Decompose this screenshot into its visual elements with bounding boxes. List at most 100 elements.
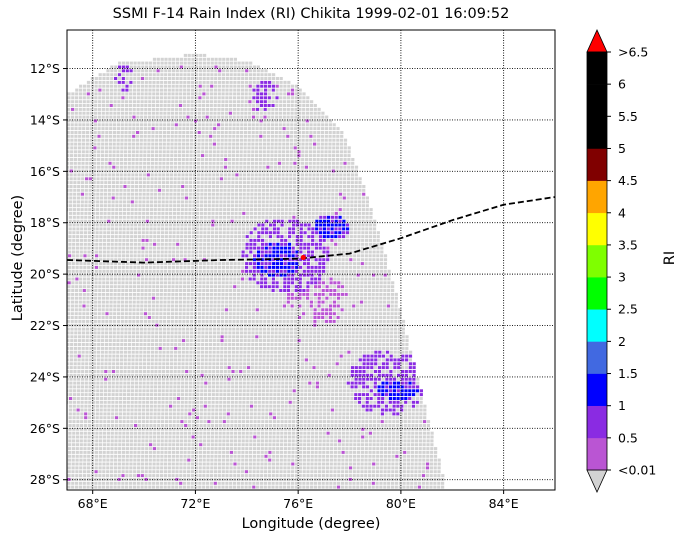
swath-pixel — [135, 158, 139, 161]
swath-pixel — [98, 84, 102, 88]
swath-pixel — [217, 277, 221, 281]
swath-pixel — [128, 142, 132, 146]
swath-pixel — [251, 119, 255, 123]
swath-pixel — [325, 265, 330, 269]
swath-pixel — [116, 158, 120, 161]
swath-pixel — [172, 246, 176, 250]
swath-pixel — [76, 242, 80, 246]
swath-pixel — [152, 88, 156, 92]
swath-pixel — [207, 200, 211, 204]
swath-pixel — [328, 127, 332, 131]
swath-pixel — [243, 131, 248, 134]
swath-pixel — [356, 262, 360, 266]
swath-pixel — [86, 289, 90, 292]
swath-pixel — [144, 69, 149, 73]
swath-pixel — [68, 219, 72, 223]
swath-pixel — [252, 104, 256, 107]
swath-pixel — [346, 181, 351, 185]
swath-pixel — [164, 242, 168, 246]
swath-pixel — [128, 316, 132, 319]
swath-pixel — [320, 146, 324, 150]
swath-pixel — [298, 316, 302, 319]
swath-pixel — [305, 127, 309, 131]
swath-pixel — [317, 107, 321, 111]
swath-pixel — [144, 92, 148, 96]
swath-pixel — [88, 196, 92, 200]
swath-pixel — [68, 242, 72, 246]
swath-pixel — [207, 208, 211, 212]
swath-pixel — [286, 131, 290, 134]
swath-pixel — [190, 281, 194, 285]
swath-pixel — [136, 304, 140, 308]
swath-pixel — [274, 146, 278, 150]
swath-pixel — [321, 277, 325, 281]
swath-pixel — [212, 150, 216, 154]
swath-pixel — [222, 215, 227, 219]
swath-pixel — [257, 208, 261, 212]
swath-pixel — [291, 258, 295, 262]
swath-pixel — [186, 289, 190, 292]
swath-pixel — [154, 188, 158, 192]
swath-pixel — [320, 177, 324, 181]
swath-pixel — [247, 146, 251, 150]
swath-pixel — [250, 192, 254, 196]
swath-pixel — [68, 215, 72, 219]
swath-pixel — [260, 88, 264, 92]
swath-pixel — [394, 292, 398, 296]
swath-pixel — [222, 250, 226, 254]
swath-pixel — [140, 84, 144, 88]
swath-pixel — [225, 69, 229, 73]
swath-pixel — [225, 285, 229, 289]
swath-pixel — [76, 204, 80, 208]
swath-pixel — [350, 192, 354, 196]
swath-pixel — [298, 281, 302, 285]
swath-pixel — [347, 146, 351, 150]
swath-pixel — [82, 131, 86, 134]
swath-pixel — [152, 281, 156, 285]
swath-pixel — [249, 219, 253, 223]
swath-pixel — [72, 238, 76, 242]
swath-pixel — [230, 215, 234, 219]
swath-pixel — [71, 289, 75, 292]
swath-pixel — [81, 161, 85, 165]
swath-pixel — [300, 208, 304, 212]
swath-pixel — [198, 265, 202, 269]
swath-pixel — [119, 169, 123, 173]
swath-pixel — [67, 104, 71, 107]
swath-pixel — [192, 204, 196, 208]
swath-pixel — [208, 177, 212, 181]
swath-pixel — [90, 304, 94, 308]
swath-pixel — [225, 292, 229, 296]
swath-pixel — [182, 142, 186, 146]
swath-pixel — [97, 107, 102, 111]
swath-pixel — [313, 289, 318, 292]
swath-pixel — [256, 254, 260, 258]
swath-pixel — [210, 273, 214, 277]
swath-pixel — [361, 200, 366, 204]
swath-pixel — [141, 262, 145, 266]
swath-pixel — [356, 285, 360, 289]
swath-pixel — [75, 250, 79, 254]
swath-pixel — [179, 250, 183, 254]
swath-pixel — [69, 173, 73, 177]
swath-pixel — [183, 73, 187, 77]
swath-pixel — [125, 292, 129, 296]
swath-pixel — [279, 80, 283, 84]
swath-pixel — [177, 188, 181, 192]
swath-pixel — [217, 289, 221, 292]
swath-pixel — [117, 104, 121, 107]
swath-pixel — [86, 84, 90, 88]
swath-pixel — [180, 211, 184, 215]
swath-pixel — [360, 265, 364, 269]
swath-pixel — [233, 69, 237, 73]
swath-pixel — [122, 238, 126, 242]
swath-pixel — [204, 188, 208, 192]
swath-pixel — [252, 258, 257, 262]
swath-pixel — [233, 265, 237, 269]
swath-pixel — [271, 312, 275, 316]
swath-pixel — [289, 138, 294, 142]
swath-pixel — [69, 196, 73, 200]
swath-pixel — [345, 235, 349, 239]
swath-pixel — [257, 246, 261, 250]
swath-pixel — [109, 127, 113, 131]
